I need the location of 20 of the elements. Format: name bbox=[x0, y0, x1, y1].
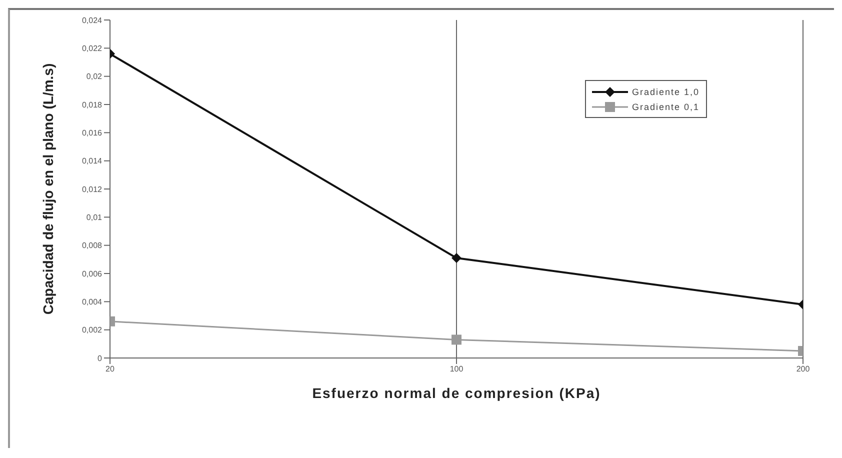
y-tick-label: 0 bbox=[98, 354, 103, 363]
y-tick-label: 0,002 bbox=[82, 326, 103, 335]
x-tick-label: 100 bbox=[450, 364, 464, 374]
legend-label: Gradiente 1,0 bbox=[632, 86, 700, 96]
y-tick-label: 0,004 bbox=[82, 298, 103, 307]
x-tick-label: 200 bbox=[796, 364, 810, 374]
y-tick-label: 0,016 bbox=[82, 128, 103, 138]
legend-label: Gradiente 0,1 bbox=[632, 102, 700, 112]
y-tick-label: 0,012 bbox=[82, 184, 103, 194]
x-tick-label: 20 bbox=[106, 364, 115, 374]
y-tick-label: 0,01 bbox=[86, 213, 103, 222]
y-tick-label: 0,006 bbox=[82, 269, 103, 278]
y-tick-label: 0,02 bbox=[86, 72, 103, 82]
y-tick-label: 0,024 bbox=[82, 16, 103, 25]
y-tick-label: 0,014 bbox=[82, 156, 103, 166]
y-tick-label: 0,022 bbox=[82, 44, 103, 54]
y-axis-title: Capacidad de flujo en el plano (L/m.s) bbox=[40, 63, 56, 315]
x-axis-title: Esfuerzo normal de compresion (KPa) bbox=[312, 385, 601, 401]
y-tick-label: 0,008 bbox=[82, 241, 103, 250]
y-tick-label: 0,018 bbox=[82, 100, 103, 110]
